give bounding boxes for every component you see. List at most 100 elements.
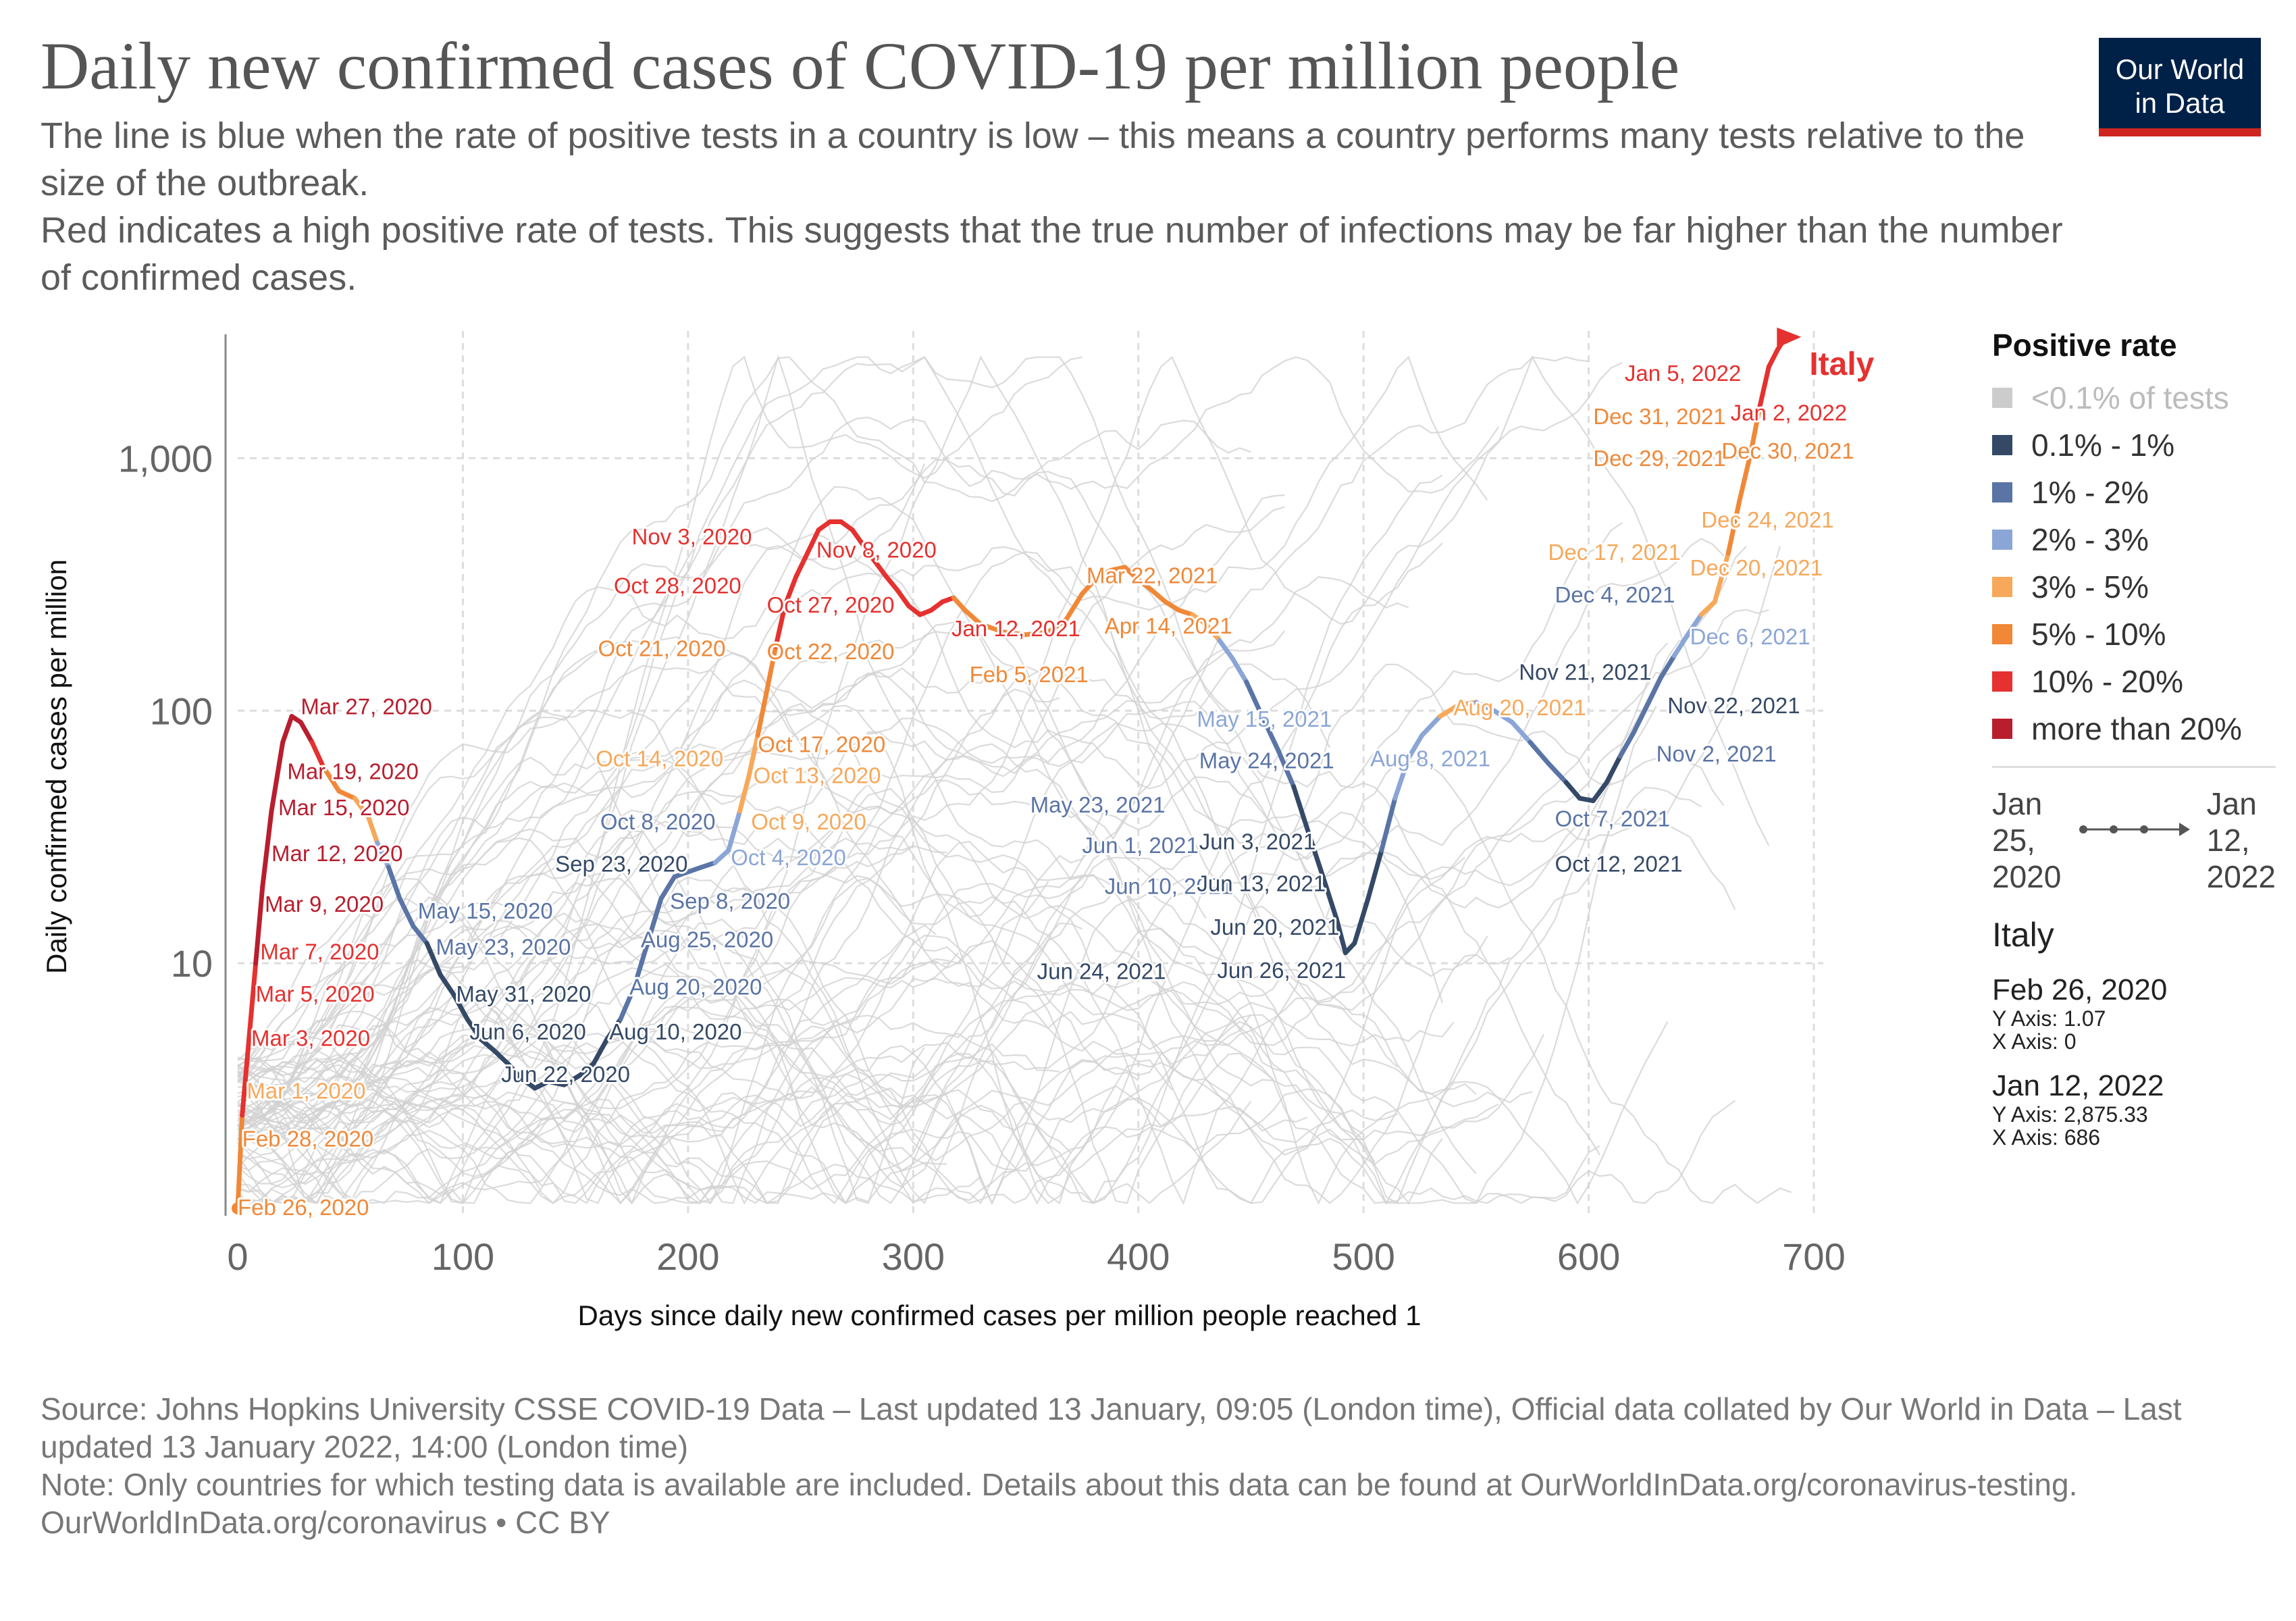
- italy-line-segment: [424, 941, 443, 977]
- italy-line-segment: [962, 607, 983, 627]
- x-tick-label: 300: [882, 1235, 945, 1278]
- background-line: [237, 1025, 1252, 1205]
- italy-line-segment: [260, 808, 274, 890]
- info-end: Jan 12, 2022 Y Axis: 2,875.33 X Axis: 68…: [1992, 1069, 2276, 1149]
- legend-title: Positive rate: [1992, 328, 2177, 363]
- background-line: [237, 706, 1657, 1204]
- italy-line-segment: [773, 603, 787, 649]
- background-line: [237, 877, 925, 1204]
- timeline-start-day: 25,: [1992, 823, 2035, 858]
- background-line: [237, 630, 1286, 1091]
- italy-line-segment: [240, 1037, 252, 1118]
- italy-line-segment: [577, 1061, 596, 1078]
- background-line: [237, 940, 1600, 1204]
- date-annotation: Jan 5, 2022: [1625, 361, 1741, 386]
- date-annotation: May 23, 2020: [436, 934, 571, 959]
- italy-line-segment: [546, 1079, 567, 1087]
- italy-line-segment: [438, 972, 456, 998]
- italy-line-segment: [906, 603, 922, 617]
- date-annotation: Nov 21, 2021: [1519, 659, 1651, 684]
- italy-line-segment: [1685, 612, 1704, 638]
- italy-line-segment: [1725, 498, 1742, 556]
- footer-link[interactable]: OurWorldInData.org/coronavirus • CC BY: [41, 1505, 610, 1540]
- logo-accent-bar: [2099, 128, 2261, 136]
- italy-line-segment: [726, 808, 743, 853]
- background-line: [237, 355, 1082, 1204]
- background-line: [237, 486, 1376, 1163]
- background-line: [237, 627, 1094, 1162]
- background-line: [237, 494, 1285, 1130]
- italy-line-segment: [631, 941, 650, 990]
- italy-line-segment: [1757, 364, 1771, 409]
- date-annotation: Mar 12, 2020: [271, 841, 402, 866]
- italy-line-segment: [1748, 404, 1763, 455]
- timeline-end-year: 2022: [2206, 859, 2276, 894]
- background-line: [237, 522, 1623, 1151]
- background-line: [237, 1000, 1455, 1204]
- info-start-y: Y Axis: 1.07: [1992, 1006, 2106, 1031]
- legend-item[interactable]: 10% - 20%: [1992, 658, 2276, 705]
- selected-country-info: Italy Feb 26, 2020 Y Axis: 1.07 X Axis: …: [1992, 915, 2276, 1149]
- legend-label: 5% - 10%: [2031, 617, 2166, 652]
- legend-item[interactable]: more than 20%: [1992, 705, 2276, 752]
- italy-line-segment: [895, 588, 912, 609]
- background-line: [237, 688, 1060, 1205]
- date-annotation: Mar 7, 2020: [260, 940, 379, 964]
- italy-line-segment: [1419, 714, 1443, 738]
- italy-line-segment: [1492, 708, 1515, 725]
- background-line: [237, 355, 1770, 1156]
- x-axis-label: Days since daily new confirmed cases per…: [578, 1300, 1421, 1331]
- legend-swatch: [1992, 482, 2012, 503]
- background-line: [237, 361, 1623, 1080]
- italy-line-segment: [1455, 700, 1479, 708]
- background-line: [237, 1073, 1736, 1204]
- legend-swatch: [1992, 435, 2012, 455]
- legend-label: 10% - 20%: [2031, 664, 2184, 699]
- background-line: [237, 877, 1364, 1205]
- date-annotation: Jun 22, 2020: [501, 1062, 630, 1087]
- timeline-end-day: 12,: [2206, 823, 2250, 858]
- info-start-x: X Axis: 0: [1992, 1029, 2077, 1054]
- italy-line-segment: [782, 574, 799, 609]
- x-tick-label: 200: [656, 1235, 719, 1278]
- italy-line-segment: [309, 740, 326, 769]
- info-start-date: Feb 26, 2020: [1992, 973, 2168, 1006]
- date-annotation: Oct 21, 2020: [598, 636, 725, 661]
- italy-line-segment: [1528, 740, 1551, 766]
- legend-item[interactable]: 5% - 10%: [1992, 611, 2276, 658]
- italy-line-segment: [246, 960, 259, 1042]
- background-line: [237, 709, 1612, 1131]
- background-line: [237, 1010, 947, 1204]
- legend-item[interactable]: 3% - 5%: [1992, 563, 2276, 611]
- date-annotation: Nov 2, 2021: [1656, 741, 1777, 766]
- timeline-start: Jan 25, 2020: [1992, 786, 2061, 895]
- italy-line-segment: [737, 773, 752, 814]
- legend-swatch: [1992, 671, 2012, 692]
- legend-item[interactable]: 1% - 2%: [1992, 469, 2276, 516]
- italy-line-segment: [561, 1073, 583, 1087]
- italy-line-segment: [1473, 700, 1497, 713]
- timeline-control[interactable]: Jan 25, 2020 Jan 12, 2022: [1992, 786, 2276, 895]
- legend-swatch: [1992, 530, 2012, 550]
- date-annotation: May 31, 2020: [456, 981, 591, 1006]
- info-start: Feb 26, 2020 Y Axis: 1.07 X Axis: 0: [1992, 973, 2276, 1053]
- italy-line-segment: [1379, 796, 1398, 853]
- italy-line-segment: [1438, 702, 1461, 719]
- owid-logo[interactable]: Our World in Data: [2099, 38, 2261, 136]
- italy-line-segment: [1352, 896, 1371, 946]
- italy-line-segment: [451, 992, 470, 1022]
- date-annotation: Aug 8, 2021: [1370, 746, 1490, 771]
- date-annotation: Nov 22, 2021: [1667, 693, 1800, 718]
- background-line: [237, 959, 1252, 1205]
- italy-line-segment: [298, 719, 315, 745]
- italy-line-segment: [336, 788, 357, 801]
- legend-item[interactable]: 0.1% - 1%: [1992, 421, 2276, 469]
- background-line: [237, 845, 914, 1204]
- date-annotation: Jun 1, 2021: [1082, 833, 1198, 858]
- italy-line-segment: [1590, 779, 1609, 804]
- legend-items: <0.1% of tests 0.1% - 1% 1% - 2% 2% - 3% 3% …: [1992, 374, 2276, 752]
- x-tick-label: 600: [1557, 1235, 1620, 1278]
- italy-line-segment: [1671, 632, 1690, 659]
- legend-item[interactable]: <0.1% of tests: [1992, 374, 2276, 421]
- legend-item[interactable]: 2% - 3%: [1992, 516, 2276, 563]
